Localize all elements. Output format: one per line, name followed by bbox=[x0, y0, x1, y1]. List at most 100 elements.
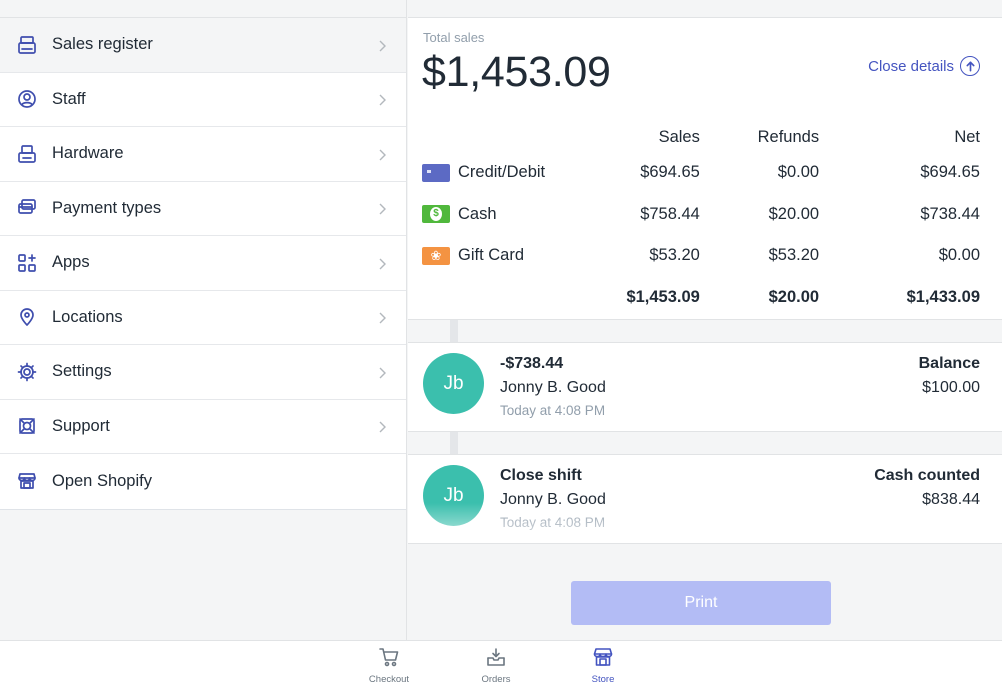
chevron-right-icon bbox=[376, 311, 388, 324]
payment-type-name: Credit/Debit bbox=[458, 163, 546, 182]
orders-inbox-icon bbox=[485, 648, 507, 672]
payment-types-icon bbox=[16, 197, 38, 219]
table-header-row: Sales Refunds Net bbox=[422, 122, 980, 152]
cash-icon bbox=[422, 205, 450, 224]
gear-icon bbox=[16, 361, 38, 383]
event-timestamp: Today at 4:08 PM bbox=[500, 403, 606, 418]
close-details-button[interactable]: Close details bbox=[868, 56, 980, 76]
tab-orders[interactable]: Orders bbox=[466, 646, 526, 685]
net-cell: $0.00 bbox=[938, 246, 980, 265]
sidebar-item-label: Hardware bbox=[52, 144, 124, 163]
arrow-up-circle-icon bbox=[960, 56, 980, 76]
sidebar-item-label: Staff bbox=[52, 89, 86, 108]
sidebar-item-locations[interactable]: Locations bbox=[0, 290, 406, 345]
gift-card-icon bbox=[422, 246, 450, 265]
sidebar-item-payment-types[interactable]: Payment types bbox=[0, 181, 406, 236]
sidebar-item-open-shopify[interactable]: Open Shopify bbox=[0, 454, 406, 509]
close-details-label: Close details bbox=[868, 57, 954, 75]
sidebar-item-label: Locations bbox=[52, 307, 123, 326]
total-net-cell: $1,433.09 bbox=[906, 287, 980, 306]
sidebar-item-settings[interactable]: Settings bbox=[0, 345, 406, 400]
support-icon bbox=[16, 415, 38, 437]
chevron-right-icon bbox=[376, 202, 388, 215]
apps-icon bbox=[16, 252, 38, 274]
total-refunds-cell: $20.00 bbox=[768, 287, 820, 306]
timeline-event[interactable]: Jb Close shift Jonny B. Good Today at 4:… bbox=[408, 454, 1002, 544]
table-row: Gift Card $53.20 $53.20 $0.00 bbox=[422, 235, 980, 277]
sidebar: Sales register Staff Hardware bbox=[0, 0, 407, 640]
cart-icon bbox=[378, 648, 400, 672]
sidebar-item-label: Open Shopify bbox=[52, 471, 152, 490]
refunds-cell: $20.00 bbox=[768, 204, 820, 223]
print-button[interactable]: Print bbox=[571, 581, 831, 625]
sidebar-top-bar bbox=[0, 0, 406, 18]
net-cell: $738.44 bbox=[920, 204, 980, 223]
print-area: Print bbox=[408, 560, 1002, 640]
sidebar-item-support[interactable]: Support bbox=[0, 399, 406, 454]
sidebar-menu: Sales register Staff Hardware bbox=[0, 18, 406, 510]
avatar: Jb bbox=[423, 465, 484, 526]
event-staff-name: Jonny B. Good bbox=[500, 379, 606, 396]
sidebar-item-apps[interactable]: Apps bbox=[0, 236, 406, 291]
event-staff-name: Jonny B. Good bbox=[500, 491, 606, 508]
hardware-icon bbox=[16, 143, 38, 165]
register-icon bbox=[16, 34, 38, 56]
payment-breakdown-table: Sales Refunds Net Credit/Debit $694.65 $… bbox=[422, 122, 980, 318]
sidebar-item-hardware[interactable]: Hardware bbox=[0, 127, 406, 182]
sidebar-item-label: Sales register bbox=[52, 35, 153, 54]
event-title: Close shift bbox=[500, 467, 582, 484]
staff-icon bbox=[16, 88, 38, 110]
column-header-sales: Sales bbox=[658, 127, 700, 146]
avatar: Jb bbox=[423, 353, 484, 414]
tab-label: Checkout bbox=[368, 674, 410, 685]
store-icon bbox=[592, 648, 614, 672]
table-row: Credit/Debit $694.65 $0.00 $694.65 bbox=[422, 152, 980, 194]
event-timestamp: Today at 4:08 PM bbox=[500, 515, 606, 530]
main-panel: Total sales $1,453.09 Close details Sale… bbox=[408, 0, 1002, 640]
credit-card-icon bbox=[422, 163, 450, 182]
column-header-refunds: Refunds bbox=[757, 127, 820, 146]
chevron-right-icon bbox=[376, 420, 388, 433]
chevron-right-icon bbox=[376, 39, 388, 52]
chevron-right-icon bbox=[376, 148, 388, 161]
sidebar-item-label: Payment types bbox=[52, 198, 162, 217]
column-header-net: Net bbox=[954, 127, 980, 146]
sidebar-item-label: Support bbox=[52, 416, 110, 435]
table-row: Cash $758.44 $20.00 $738.44 bbox=[422, 194, 980, 236]
sales-cell: $694.65 bbox=[640, 163, 700, 182]
sidebar-item-staff[interactable]: Staff bbox=[0, 72, 406, 127]
main-top-bar bbox=[408, 0, 1002, 18]
total-sales-cell: $1,453.09 bbox=[626, 287, 700, 306]
sidebar-item-label: Settings bbox=[52, 362, 112, 381]
timeline-gap bbox=[408, 320, 1002, 342]
net-cell: $694.65 bbox=[920, 163, 980, 182]
tab-store[interactable]: Store bbox=[573, 646, 633, 685]
tab-checkout[interactable]: Checkout bbox=[359, 646, 419, 685]
sales-cell: $758.44 bbox=[640, 204, 700, 223]
store-icon bbox=[16, 470, 38, 492]
chevron-right-icon bbox=[376, 93, 388, 106]
table-totals-row: $1,453.09 $20.00 $1,433.09 bbox=[422, 277, 980, 319]
tab-label: Orders bbox=[481, 674, 511, 685]
chevron-right-icon bbox=[376, 366, 388, 379]
chevron-right-icon bbox=[376, 257, 388, 270]
total-sales-amount: $1,453.09 bbox=[422, 48, 611, 96]
refunds-cell: $53.20 bbox=[768, 246, 820, 265]
sales-summary-card: Total sales $1,453.09 Close details Sale… bbox=[408, 18, 1002, 320]
total-sales-label: Total sales bbox=[423, 30, 485, 45]
event-right-value: $100.00 bbox=[922, 379, 980, 396]
timeline-line bbox=[450, 320, 458, 342]
event-title: -$738.44 bbox=[500, 355, 564, 372]
location-pin-icon bbox=[16, 306, 38, 328]
bottom-tab-bar: Checkout Orders Store bbox=[0, 640, 1002, 691]
refunds-cell: $0.00 bbox=[777, 163, 820, 182]
timeline-event[interactable]: Jb -$738.44 Jonny B. Good Today at 4:08 … bbox=[408, 342, 1002, 432]
event-right-label: Balance bbox=[918, 355, 980, 372]
payment-type-name: Gift Card bbox=[458, 246, 525, 265]
sidebar-item-sales-register[interactable]: Sales register bbox=[0, 18, 406, 73]
timeline-gap bbox=[408, 432, 1002, 454]
payment-type-name: Cash bbox=[458, 204, 497, 223]
tab-label: Store bbox=[591, 674, 615, 685]
sales-cell: $53.20 bbox=[649, 246, 700, 265]
